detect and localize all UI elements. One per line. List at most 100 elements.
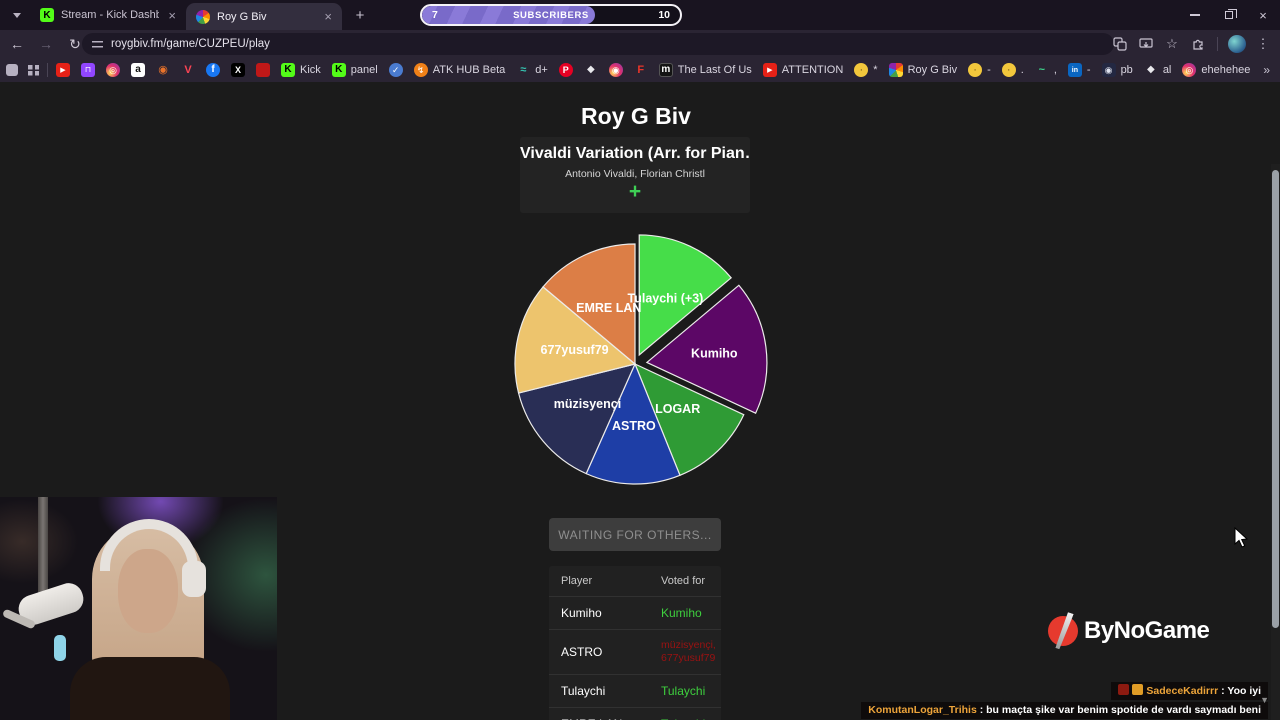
table-row: ASTRO müzisyençi, 677yusuf79 xyxy=(549,630,721,676)
back-button[interactable]: ← xyxy=(10,36,24,52)
bookmark--[interactable]: · - xyxy=(968,63,991,77)
column-header-player: Player xyxy=(561,575,593,587)
browser-tab-kick-dashboard[interactable]: K Stream - Kick Dashboard × xyxy=(30,3,186,27)
subscribers-label: SUBSCRIBERS xyxy=(513,10,589,21)
pie-slice-ASTRO[interactable] xyxy=(585,362,681,485)
bookmark-,[interactable]: ~, xyxy=(1035,63,1057,77)
valorant-icon: V xyxy=(184,63,192,76)
bookmark-camera[interactable]: ◉ xyxy=(608,63,623,77)
pie-slice-677yusuf79[interactable] xyxy=(514,286,637,394)
bookmark-check[interactable]: ✓ xyxy=(388,63,403,77)
bookmark-Roy G Biv[interactable]: Roy G Biv xyxy=(888,63,958,77)
chat-scroll-caret-icon[interactable]: ▼ xyxy=(1260,695,1269,705)
page-scrollbar[interactable] xyxy=(1271,164,1280,720)
orange-ring-icon: ◉ xyxy=(158,63,168,76)
bookmark-facebook[interactable]: f xyxy=(206,63,220,77)
browser-tab-roygbiv[interactable]: Roy G Biv × xyxy=(186,3,342,30)
roygbiv-pie-favicon xyxy=(196,9,210,24)
bookmark--[interactable]: in - xyxy=(1067,63,1091,77)
apps-grid-icon[interactable] xyxy=(28,64,39,76)
pie-slice-LOGAR[interactable] xyxy=(633,362,745,477)
bookmark-pb[interactable]: ◉ pb xyxy=(1101,63,1133,77)
bookmark-amazon[interactable]: a xyxy=(131,63,145,77)
site-settings-icon[interactable] xyxy=(92,39,103,49)
new-tab-button[interactable]: + xyxy=(355,6,365,24)
facebook-icon: f xyxy=(206,63,220,77)
voted-for-value: Tulaychi xyxy=(661,684,706,699)
chat-username[interactable]: SadeceKadirrr xyxy=(1146,685,1219,697)
save-to-device-icon[interactable] xyxy=(1135,33,1157,55)
pie-slice-label: LOGAR xyxy=(655,402,700,416)
bookmark-star-icon[interactable]: ☆ xyxy=(1166,36,1178,51)
x-icon: X xyxy=(231,63,245,77)
minimize-button[interactable] xyxy=(1178,0,1212,30)
bookmark-The Last Of Us[interactable]: m The Last Of Us xyxy=(658,63,752,77)
green-sparkle-icon: ~ xyxy=(1038,63,1046,76)
pie-slice-müzisyençi[interactable] xyxy=(517,363,637,475)
side-panel-icon[interactable] xyxy=(6,64,18,76)
bookmark-red-marker[interactable] xyxy=(256,63,270,77)
bookmark-orange-ring[interactable]: ◉ xyxy=(156,63,170,77)
vote-pie-chart[interactable]: Tulaychi (+3) Kumiho LOGAR ASTRO müzisyençi 6… xyxy=(498,227,773,502)
bookmark-ATTENTION[interactable]: ▶ ATTENTION xyxy=(762,63,843,77)
bookmark-label: * xyxy=(873,64,878,76)
bookmarks-overflow-chevron[interactable]: » xyxy=(1263,63,1270,77)
bookmark-d+[interactable]: ≈ d+ xyxy=(516,63,548,77)
tab-title: Stream - Kick Dashboard xyxy=(61,9,160,21)
column-header-voted-for: Voted for xyxy=(661,575,706,587)
bookmark-ehehehee[interactable]: ◎ ehehehee xyxy=(1182,63,1250,77)
bookmark-instagram[interactable]: ◎ xyxy=(106,63,120,77)
bookmark-label: ehehehee xyxy=(1201,64,1251,76)
tab-search-button[interactable] xyxy=(4,2,30,28)
pie-slice-label: müzisyençi xyxy=(554,397,621,411)
bee-icon: · xyxy=(854,63,869,77)
close-button[interactable]: × xyxy=(1259,7,1267,23)
bookmark-x[interactable]: X xyxy=(231,63,245,77)
browser-menu-icon[interactable]: ⋮ xyxy=(1256,36,1270,51)
bookmark-twitch[interactable]: ⊓ xyxy=(81,63,95,77)
bookmark-label: . xyxy=(1020,64,1024,76)
bookmark-label: Roy G Biv xyxy=(907,64,958,76)
pie-slice-EMRE LAN[interactable] xyxy=(542,243,636,366)
chat-message: SadeceKadirrr : Yoo iyi xyxy=(1111,682,1268,700)
browser-toolbar: ← → ↻ roygbiv.fm/game/CUZPEU/play ☆ ⋮ xyxy=(0,30,1280,58)
bookmark-label: ATK HUB Beta xyxy=(432,64,506,76)
page-title: Roy G Biv xyxy=(581,103,691,129)
bookmark-youtube[interactable]: ▶ xyxy=(56,63,70,77)
pie-slice-label: Tulaychi (+3) xyxy=(628,292,704,306)
tab-close-icon[interactable]: × xyxy=(324,9,332,24)
mouse-cursor xyxy=(1234,527,1249,548)
bookmark-Kick[interactable]: K Kick xyxy=(281,63,321,77)
translate-icon[interactable] xyxy=(1109,33,1131,55)
profile-avatar[interactable] xyxy=(1226,33,1248,55)
bookmark-valorant[interactable]: V xyxy=(181,63,195,77)
bookmark-pinterest[interactable]: P xyxy=(558,63,573,77)
bookmark-ATK HUB Beta[interactable]: ↯ ATK HUB Beta xyxy=(413,63,506,77)
bookmark-flame[interactable]: F xyxy=(634,63,648,77)
bookmark-.[interactable]: ·. xyxy=(1001,63,1024,77)
bynogame-logo: ByNoGame xyxy=(1048,616,1210,646)
address-bar[interactable]: roygbiv.fm/game/CUZPEU/play xyxy=(82,33,1114,55)
reload-button[interactable]: ↻ xyxy=(69,35,81,52)
table-row: Kumiho Kumiho xyxy=(549,597,721,630)
bookmark-al[interactable]: ◆ al xyxy=(1144,63,1171,77)
pie-slice-Kumiho[interactable] xyxy=(645,284,768,414)
waiting-for-others-button[interactable]: WAITING FOR OTHERS... xyxy=(549,518,721,551)
restore-button[interactable] xyxy=(1212,0,1246,30)
avatar xyxy=(1228,35,1246,53)
youtube-icon: ▶ xyxy=(56,63,70,77)
chat-username[interactable]: KomutanLogar_Trihis xyxy=(868,704,977,716)
tab-close-icon[interactable]: × xyxy=(168,7,176,23)
song-artists: Antonio Vivaldi, Florian Christl xyxy=(565,168,705,180)
bookmark-diamond[interactable]: ◆ xyxy=(584,63,598,77)
forward-button[interactable]: → xyxy=(39,36,53,52)
pie-slice-Tulaychi (+3)[interactable] xyxy=(638,234,732,357)
scrollbar-thumb[interactable] xyxy=(1272,170,1279,628)
divider xyxy=(47,63,48,77)
bookmark-*[interactable]: · * xyxy=(854,63,878,77)
kick-icon: K xyxy=(281,63,295,77)
extensions-puzzle-icon[interactable] xyxy=(1187,33,1209,55)
window-controls: × xyxy=(1178,0,1280,30)
add-song-button[interactable]: + xyxy=(628,180,642,203)
